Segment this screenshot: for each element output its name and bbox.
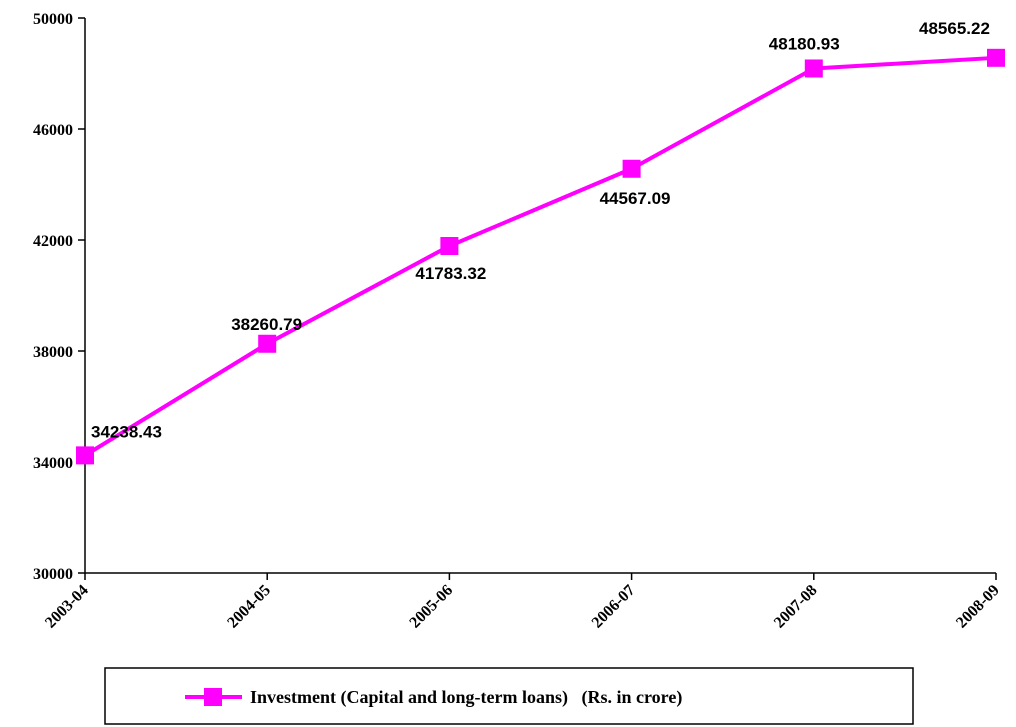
data-label: 48180.93	[769, 34, 840, 53]
x-tick-label: 2008-09	[953, 582, 1003, 632]
y-tick-label: 30000	[33, 566, 73, 583]
y-tick-label: 34000	[33, 455, 73, 472]
axes	[84, 18, 996, 574]
data-point-marker	[258, 334, 277, 353]
data-labels: 34238.43 38260.79 41783.32 44567.09 48180.93…	[91, 19, 990, 442]
data-label: 38260.79	[231, 315, 302, 334]
x-axis-ticks: 2003-04 2004-05 2005-06 2006-07 2007-08 2008-…	[42, 573, 1003, 632]
legend-entry-investment: Investment (Capital and long-term loans)…	[250, 687, 682, 708]
series-investment	[76, 48, 1005, 465]
data-point-marker	[804, 59, 823, 78]
legend: Investment (Capital and long-term loans)…	[104, 667, 914, 725]
data-label: 44567.09	[600, 189, 671, 208]
x-tick-label: 2003-04	[42, 582, 92, 632]
legend-marker-icon	[204, 688, 222, 706]
x-tick-label: 2006-07	[589, 582, 639, 632]
y-axis-ticks: 30000 34000 38000 42000 46000 50000	[33, 11, 85, 583]
data-point-marker	[622, 159, 641, 178]
data-point-marker	[987, 48, 1005, 67]
data-label: 34238.43	[91, 422, 162, 441]
x-tick-label: 2007-08	[771, 582, 821, 632]
y-tick-label: 50000	[33, 11, 73, 28]
data-label: 41783.32	[415, 264, 486, 283]
data-point-marker	[440, 237, 459, 256]
series-line	[83, 55, 997, 458]
y-tick-label: 46000	[33, 122, 73, 139]
y-tick-label: 38000	[33, 344, 73, 361]
x-tick-label: 2005-06	[406, 582, 456, 632]
x-tick-label: 2004-05	[224, 582, 274, 632]
data-label: 48565.22	[919, 19, 990, 38]
data-point-marker	[76, 446, 94, 465]
y-tick-label: 42000	[33, 233, 73, 250]
